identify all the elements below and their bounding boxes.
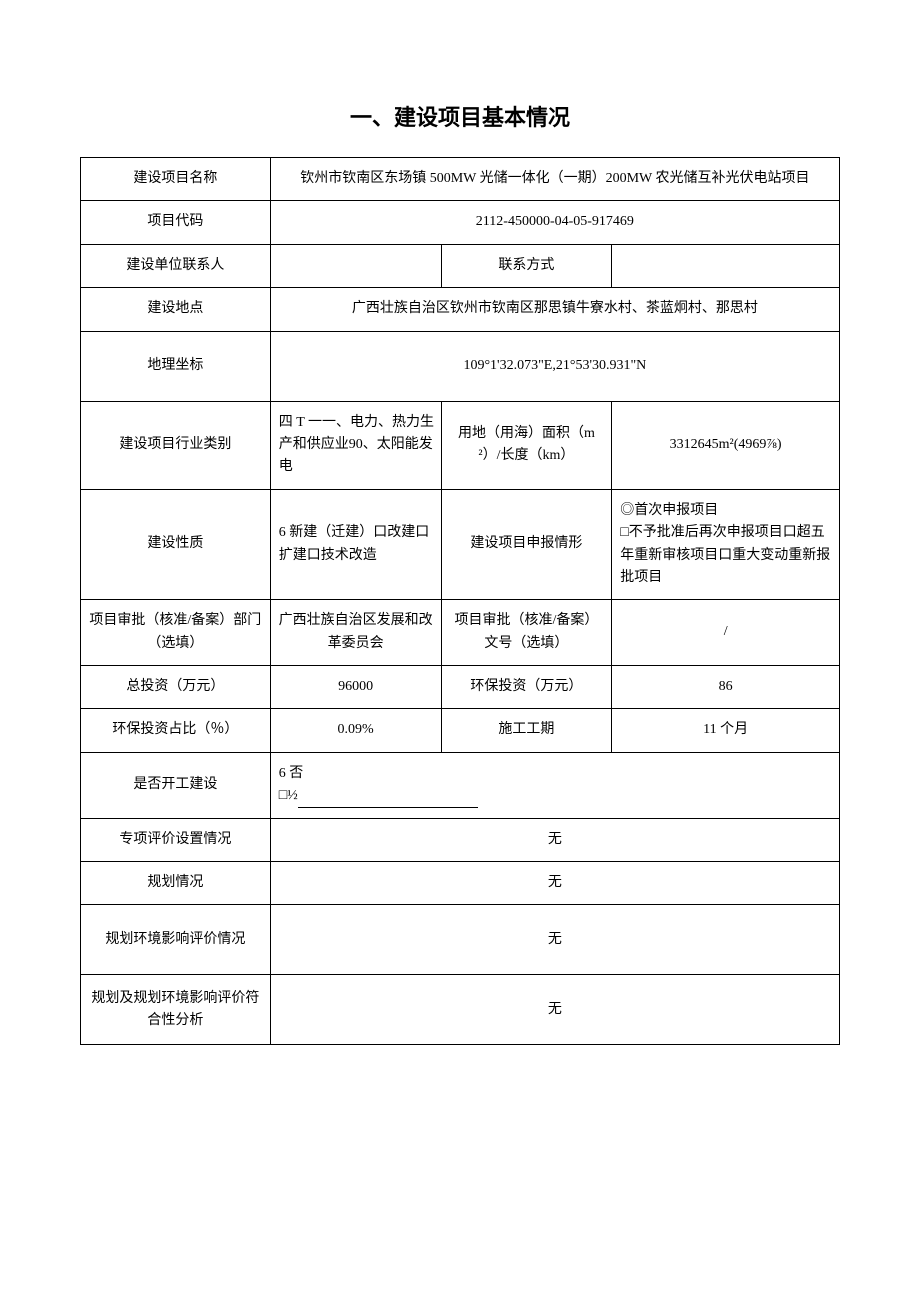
table-row: 规划情况 无 <box>81 862 840 905</box>
value-land-area: 3312645m²(4969⅞) <box>612 401 840 489</box>
value-env-ratio: 0.09% <box>270 709 441 752</box>
value-duration: 11 个月 <box>612 709 840 752</box>
table-row: 环保投资占比（％） 0.09% 施工工期 11 个月 <box>81 709 840 752</box>
value-planning-eia: 无 <box>270 905 839 975</box>
label-env-invest: 环保投资（万元） <box>441 666 612 709</box>
label-nature: 建设性质 <box>81 489 271 600</box>
label-total-invest: 总投资（万元） <box>81 666 271 709</box>
label-filing-type: 建设项目申报情形 <box>441 489 612 600</box>
label-industry: 建设项目行业类别 <box>81 401 271 489</box>
label-started: 是否开工建设 <box>81 752 271 818</box>
started-yes-prefix: □½ <box>279 788 298 803</box>
table-row: 建设地点 广西壮族自治区钦州市钦南区那思镇牛寮水村、茶蓝炯村、那思村 <box>81 288 840 331</box>
value-contact-method <box>612 244 840 287</box>
table-row: 项目代码 2112-450000-04-05-917469 <box>81 201 840 244</box>
table-row: 建设项目行业类别 四 T 一一、电力、热力生产和供应业90、太阳能发电 用地（用… <box>81 401 840 489</box>
value-special-eval: 无 <box>270 818 839 861</box>
started-no-text: 6 否 <box>279 766 304 781</box>
section-title: 一、建设项目基本情况 <box>80 100 840 132</box>
table-row: 建设性质 6 新建（迁建）口改建口扩建口技术改造 建设项目申报情形 ◎首次申报项… <box>81 489 840 600</box>
label-contact-method: 联系方式 <box>441 244 612 287</box>
label-planning-conformity: 规划及规划环境影响评价符合性分析 <box>81 975 271 1045</box>
value-approval-no: / <box>612 600 840 666</box>
table-row: 总投资（万元） 96000 环保投资（万元） 86 <box>81 666 840 709</box>
label-approval-dept: 项目审批（核准/备案）部门（选填） <box>81 600 271 666</box>
value-started: 6 否 □½ <box>270 752 839 818</box>
value-contact-person <box>270 244 441 287</box>
label-coords: 地理坐标 <box>81 331 271 401</box>
value-coords: 109°1'32.073"E,21°53'30.931"N <box>270 331 839 401</box>
value-nature: 6 新建（迁建）口改建口扩建口技术改造 <box>270 489 441 600</box>
label-planning: 规划情况 <box>81 862 271 905</box>
table-row: 规划及规划环境影响评价符合性分析 无 <box>81 975 840 1045</box>
value-filing-type: ◎首次申报项目□不予批准后再次申报项目口超五年重新审核项目口重大变动重新报批项目 <box>612 489 840 600</box>
label-land-area: 用地（用海）面积（m²）/长度（km） <box>441 401 612 489</box>
value-project-name: 钦州市钦南区东场镇 500MW 光储一体化（一期）200MW 农光储互补光伏电站… <box>270 158 839 201</box>
label-project-code: 项目代码 <box>81 201 271 244</box>
table-row: 专项评价设置情况 无 <box>81 818 840 861</box>
value-env-invest: 86 <box>612 666 840 709</box>
table-row: 项目审批（核准/备案）部门（选填） 广西壮族自治区发展和改革委员会 项目审批（核… <box>81 600 840 666</box>
table-row: 规划环境影响评价情况 无 <box>81 905 840 975</box>
label-approval-no: 项目审批（核准/备案）文号（选填） <box>441 600 612 666</box>
label-contact-person: 建设单位联系人 <box>81 244 271 287</box>
table-row: 是否开工建设 6 否 □½ <box>81 752 840 818</box>
table-row: 建设单位联系人 联系方式 <box>81 244 840 287</box>
value-industry: 四 T 一一、电力、热力生产和供应业90、太阳能发电 <box>270 401 441 489</box>
label-duration: 施工工期 <box>441 709 612 752</box>
value-location: 广西壮族自治区钦州市钦南区那思镇牛寮水村、茶蓝炯村、那思村 <box>270 288 839 331</box>
label-special-eval: 专项评价设置情况 <box>81 818 271 861</box>
value-planning-conformity: 无 <box>270 975 839 1045</box>
started-underline <box>298 793 478 808</box>
label-location: 建设地点 <box>81 288 271 331</box>
value-planning: 无 <box>270 862 839 905</box>
label-env-ratio: 环保投资占比（％） <box>81 709 271 752</box>
table-row: 建设项目名称 钦州市钦南区东场镇 500MW 光储一体化（一期）200MW 农光… <box>81 158 840 201</box>
value-approval-dept: 广西壮族自治区发展和改革委员会 <box>270 600 441 666</box>
project-info-table: 建设项目名称 钦州市钦南区东场镇 500MW 光储一体化（一期）200MW 农光… <box>80 157 840 1045</box>
label-planning-eia: 规划环境影响评价情况 <box>81 905 271 975</box>
label-project-name: 建设项目名称 <box>81 158 271 201</box>
value-total-invest: 96000 <box>270 666 441 709</box>
table-row: 地理坐标 109°1'32.073"E,21°53'30.931"N <box>81 331 840 401</box>
value-project-code: 2112-450000-04-05-917469 <box>270 201 839 244</box>
